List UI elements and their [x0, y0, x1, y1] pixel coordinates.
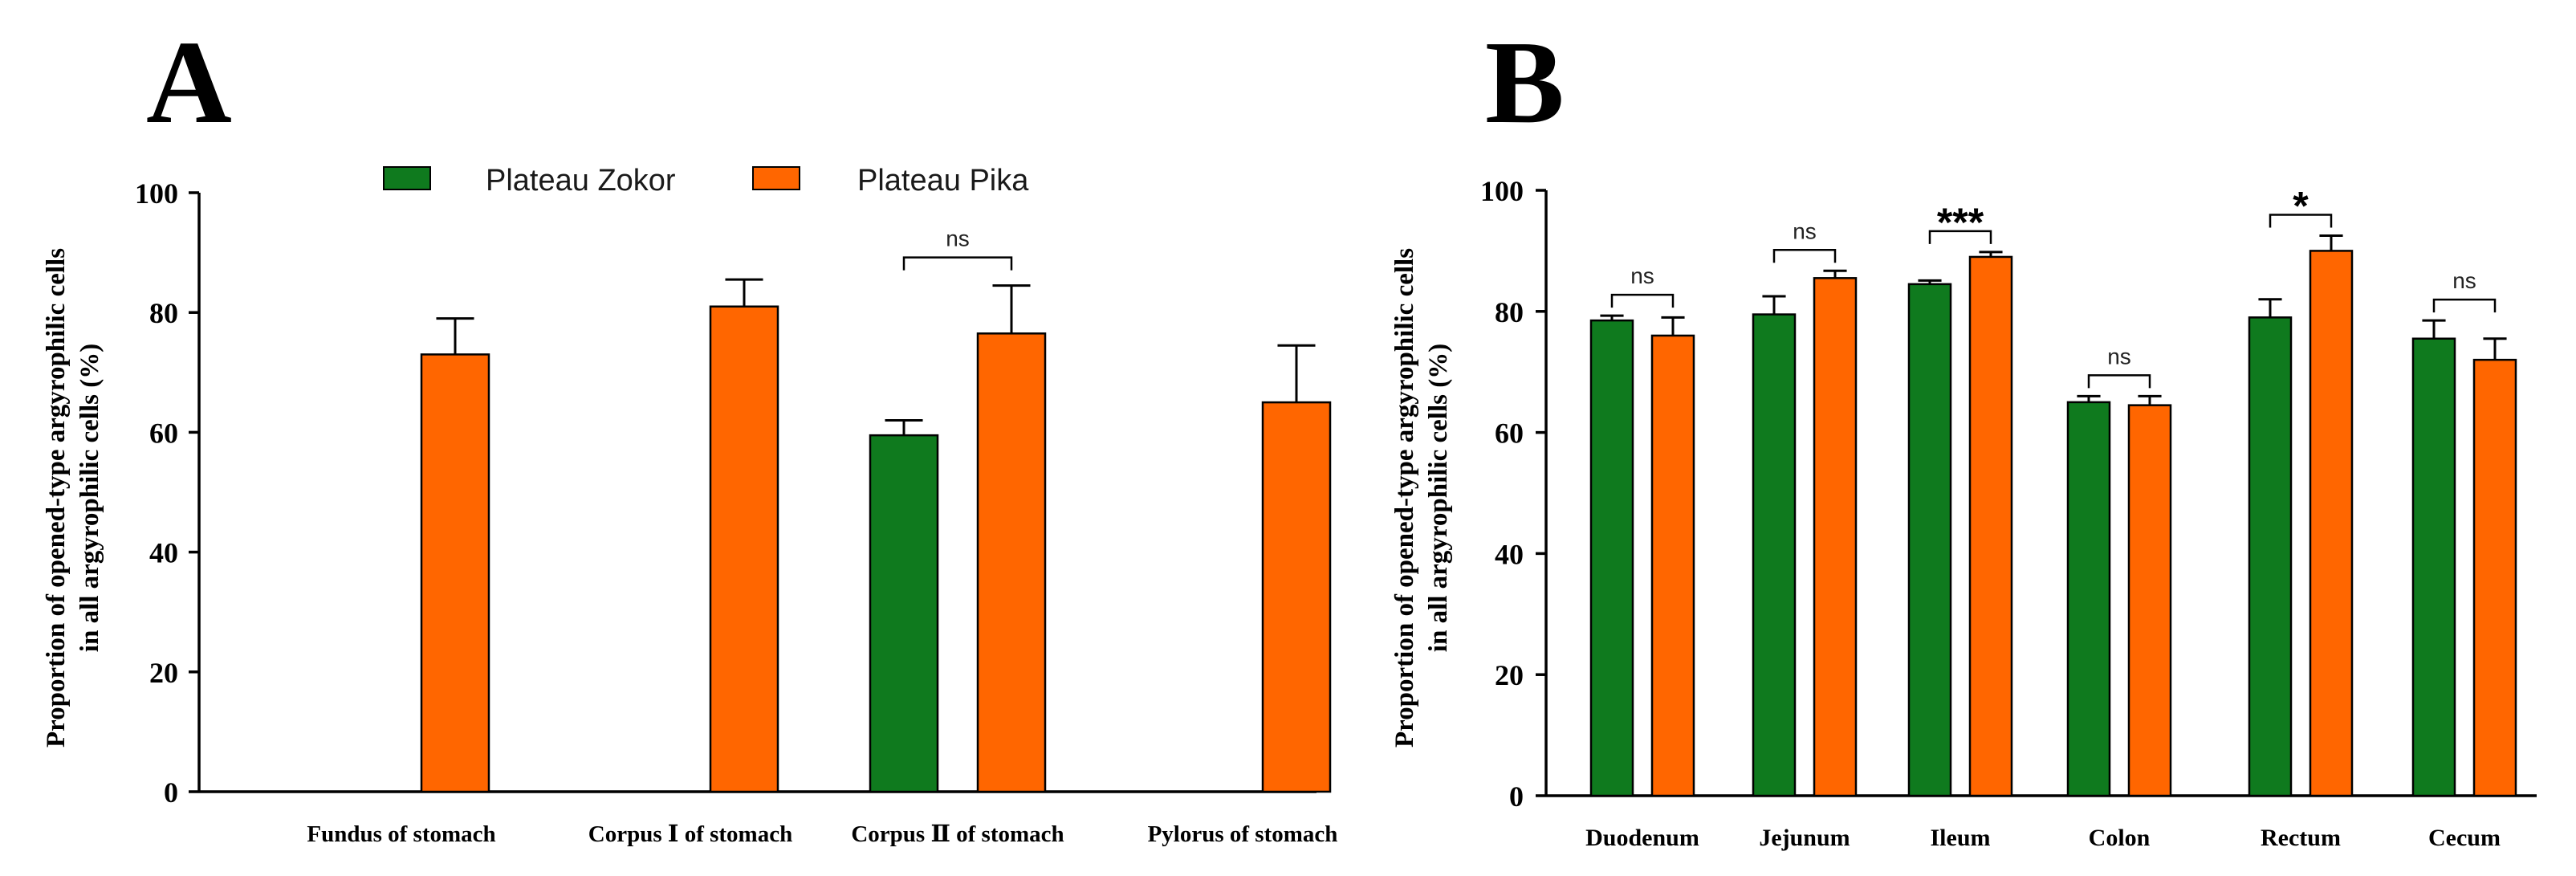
y-tick-label-b: 40: [1495, 538, 1524, 570]
significance-bracket-b: [2432, 298, 2497, 313]
legend-swatch-pika: [752, 166, 800, 190]
y-tick-label-b: 60: [1495, 418, 1524, 450]
y-tick-label-a: 60: [149, 417, 178, 449]
significance-label-a: ns: [946, 226, 970, 251]
x-tick-label-a: Corpus Ⅱ of stomach: [851, 821, 1064, 847]
y-tick-label-b: 80: [1495, 296, 1524, 328]
legend: Plateau Zokor Plateau Pika: [383, 164, 1029, 198]
bar-a: [420, 353, 490, 793]
x-tick-label-b: Colon: [2089, 825, 2151, 851]
bar-b: [1968, 255, 2013, 797]
bar-a: [709, 305, 779, 793]
bar-b: [2127, 404, 2172, 797]
bar-a: [976, 332, 1047, 793]
x-tick-label-a: Corpus Ⅰ of stomach: [588, 821, 792, 847]
x-tick-label-b: Rectum: [2261, 825, 2341, 851]
bar-b: [2309, 250, 2354, 797]
y-tick-label-b: 0: [1509, 780, 1524, 813]
significance-bracket-b: [2087, 374, 2151, 389]
y-axis-label-a-line2: in all argyrophilic cells (%): [75, 344, 104, 652]
bar-b: [1589, 319, 1634, 797]
y-tick-label-a: 80: [149, 297, 178, 329]
bar-b: [2066, 401, 2111, 797]
bar-b: [2411, 337, 2456, 797]
significance-label-b: ns: [1630, 263, 1654, 288]
x-tick-label-b: Jejunum: [1759, 825, 1850, 851]
x-tick-label-b: Cecum: [2428, 825, 2501, 851]
significance-bracket-a: [902, 256, 1013, 271]
panel-letter-b: B: [1485, 17, 1565, 149]
significance-label-b: ***: [1937, 200, 1984, 245]
bar-b: [1813, 277, 1858, 797]
significance-bracket-b: [1928, 230, 1992, 244]
significance-bracket-b: [1772, 249, 1837, 263]
significance-label-b: ns: [2452, 268, 2476, 293]
bar-b: [1752, 313, 1797, 797]
y-tick-label-a: 20: [149, 657, 178, 689]
y-tick-label-a: 100: [135, 177, 178, 210]
bar-a: [1261, 401, 1332, 793]
panel-letter-a: A: [146, 17, 232, 149]
legend-label-zokor: Plateau Zokor: [486, 164, 676, 198]
significance-label-b: ns: [2107, 344, 2131, 369]
x-tick-label-a: Fundus of stomach: [307, 821, 495, 847]
bar-b: [2472, 358, 2517, 797]
bar-b: [2248, 316, 2293, 797]
y-tick-label-a: 40: [149, 537, 178, 569]
y-axis-label-b-line1: Proportion of opened-type argyrophilic c…: [1390, 248, 1419, 748]
y-tick-label-b: 20: [1495, 659, 1524, 691]
bar-b: [1907, 283, 1952, 797]
x-tick-label-b: Duodenum: [1585, 825, 1699, 851]
y-axis-label-a-line1: Proportion of opened-type argyrophilic c…: [42, 248, 71, 748]
significance-bracket-b: [2269, 214, 2333, 228]
bar-b: [1650, 334, 1695, 797]
significance-label-b: *: [2293, 184, 2309, 229]
significance-label-b: ns: [1793, 218, 1817, 243]
y-tick-label-b: 100: [1480, 175, 1524, 207]
chart-a: Proportion of opened-type argyrophilic c…: [42, 177, 1337, 847]
y-tick-label-a: 0: [164, 776, 178, 809]
significance-bracket-b: [1610, 293, 1675, 308]
chart-b: Proportion of opened-type argyrophilic c…: [1390, 175, 2537, 851]
x-tick-label-b: Ileum: [1931, 825, 1991, 851]
legend-swatch-zokor: [383, 166, 431, 190]
bar-a: [869, 434, 939, 793]
legend-label-pika: Plateau Pika: [857, 164, 1029, 198]
x-tick-label-a: Pylorus of stomach: [1148, 821, 1338, 847]
y-axis-label-b-line2: in all argyrophilic cells (%): [1424, 344, 1453, 652]
